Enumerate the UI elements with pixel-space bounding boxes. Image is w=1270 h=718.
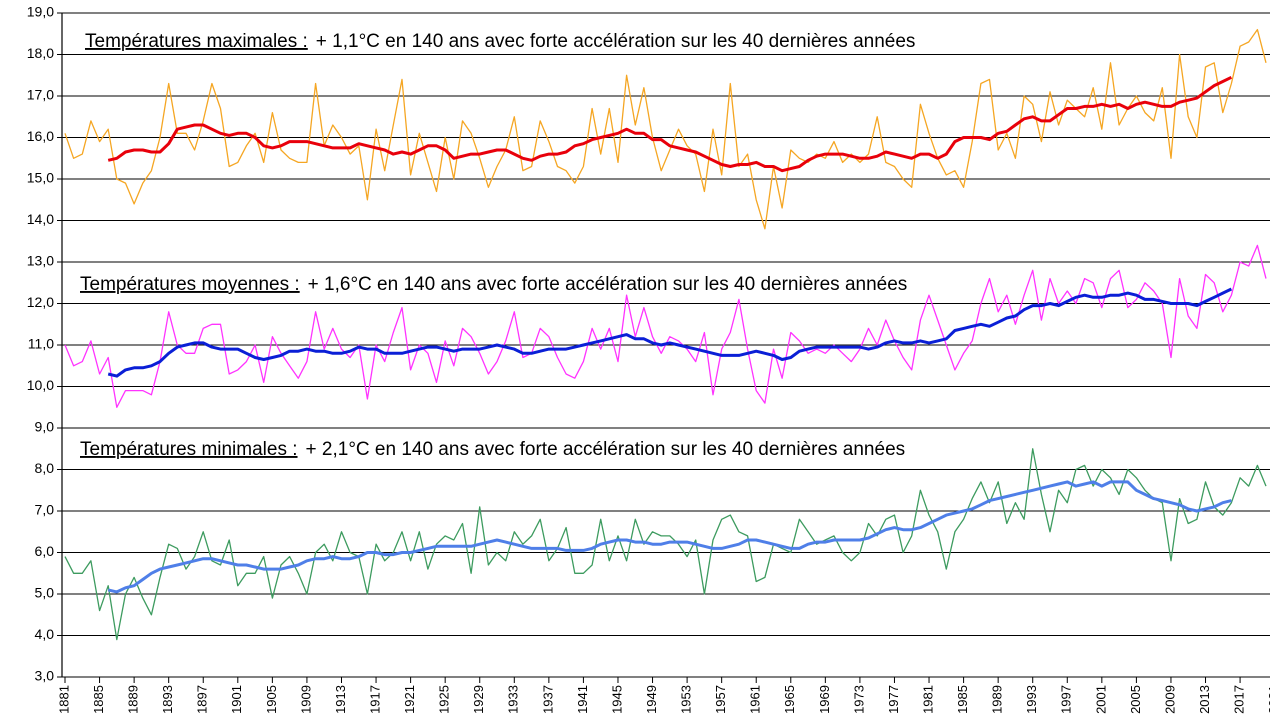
y-tick-label: 12,0 — [27, 294, 54, 310]
x-tick-label: 1997 — [1059, 685, 1074, 714]
x-tick-label: 1889 — [126, 685, 141, 714]
x-tick-label: 1981 — [920, 685, 935, 714]
x-tick-label: 1929 — [471, 685, 486, 714]
x-tick-label: 1985 — [955, 685, 970, 714]
x-tick-label: 1937 — [540, 685, 555, 714]
x-tick-label: 1909 — [298, 685, 313, 714]
x-tick-label: 2001 — [1093, 685, 1108, 714]
y-tick-label: 18,0 — [27, 45, 54, 61]
y-tick-label: 5,0 — [35, 585, 55, 601]
annotation-text: + 1,1°C en 140 ans avec forte accélérati… — [316, 31, 916, 52]
x-tick-label: 2013 — [1197, 685, 1212, 714]
annotation: Températures maximales : + 1,1°C en 140 a… — [85, 31, 915, 52]
series-line — [107, 75, 1233, 173]
y-tick-label: 6,0 — [35, 543, 55, 559]
x-tick-label: 2017 — [1232, 685, 1247, 714]
x-tick-label: 1965 — [782, 685, 797, 714]
annotation-label: Températures maximales : — [85, 31, 308, 52]
y-tick-label: 11,0 — [28, 336, 54, 352]
series-line — [107, 287, 1233, 378]
x-tick-label: 1977 — [886, 685, 901, 714]
y-tick-label: 4,0 — [35, 626, 55, 642]
x-tick-label: 2009 — [1162, 685, 1177, 714]
x-tick-label: 1945 — [609, 685, 624, 714]
x-tick-label: 1885 — [91, 685, 106, 714]
x-tick-label: 1953 — [679, 685, 694, 714]
annotation-label: Températures moyennes : — [80, 274, 300, 295]
y-tick-label: 8,0 — [35, 460, 55, 476]
x-tick-label: 1901 — [229, 685, 244, 714]
y-tick-label: 10,0 — [27, 377, 54, 393]
series-line — [64, 448, 1267, 641]
x-tick-label: 1957 — [713, 685, 728, 714]
annotation: Températures minimales : + 2,1°C en 140 a… — [80, 439, 905, 460]
x-tick-label: 1881 — [56, 685, 71, 714]
x-tick-label: 1897 — [195, 685, 210, 714]
y-tick-label: 14,0 — [27, 211, 54, 227]
y-tick-label: 3,0 — [35, 668, 55, 684]
x-tick-label: 1893 — [160, 685, 175, 714]
y-tick-label: 19,0 — [27, 4, 54, 20]
x-tick-label: 1969 — [817, 685, 832, 714]
x-tick-label: 1989 — [990, 685, 1005, 714]
y-tick-label: 15,0 — [27, 170, 54, 186]
y-tick-label: 13,0 — [27, 253, 54, 269]
x-tick-label: 1933 — [506, 685, 521, 714]
x-tick-label: 1917 — [367, 685, 382, 714]
x-tick-label: 1973 — [851, 685, 866, 714]
annotation: Températures moyennes : + 1,6°C en 140 an… — [80, 274, 907, 295]
series-line — [64, 28, 1267, 230]
x-tick-label: 1925 — [437, 685, 452, 714]
x-tick-label: 1921 — [402, 685, 417, 714]
x-tick-label: 1949 — [644, 685, 659, 714]
series-line — [64, 244, 1267, 408]
y-tick-label: 7,0 — [35, 502, 55, 518]
annotation-text: + 2,1°C en 140 ans avec forte accélérati… — [306, 439, 906, 460]
x-tick-label: 2005 — [1128, 685, 1143, 714]
x-tick-label: 2021 — [1266, 685, 1270, 714]
annotation-text: + 1,6°C en 140 ans avec forte accélérati… — [308, 274, 908, 295]
y-tick-label: 17,0 — [27, 87, 54, 103]
x-tick-label: 1993 — [1024, 685, 1039, 714]
y-tick-label: 16,0 — [27, 128, 54, 144]
x-tick-label: 1913 — [333, 685, 348, 714]
x-tick-label: 1961 — [748, 685, 763, 714]
x-tick-label: 1941 — [575, 685, 590, 714]
y-tick-label: 9,0 — [35, 419, 55, 435]
x-tick-label: 1905 — [264, 685, 279, 714]
series-line — [107, 480, 1232, 594]
annotation-label: Températures minimales : — [80, 439, 298, 460]
